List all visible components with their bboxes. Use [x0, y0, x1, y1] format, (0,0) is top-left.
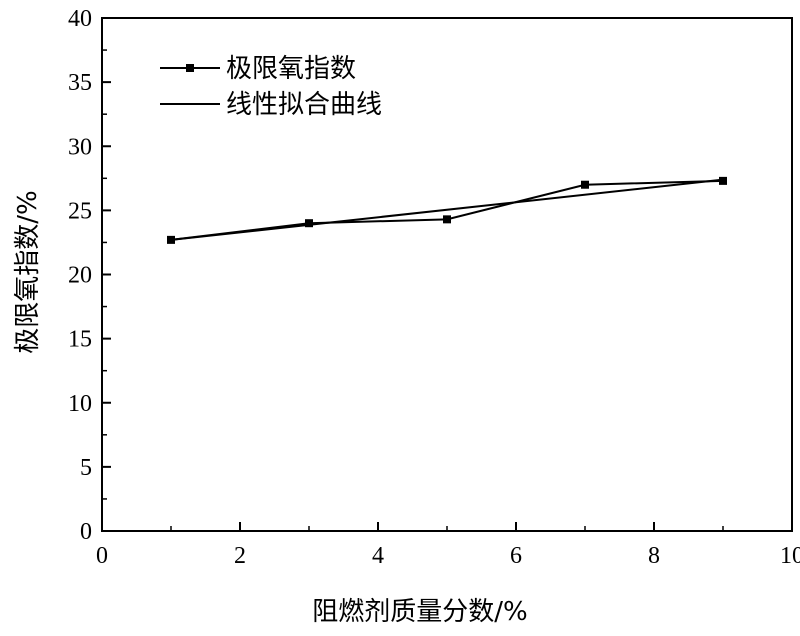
y-axis: 0 5 10 15 20 25 30 35 40: [68, 6, 111, 545]
series-layer: [167, 176, 727, 244]
x-tick-label-10: 10: [780, 543, 800, 569]
data-point-3: [443, 215, 451, 224]
y-tick-label-40: 40: [68, 6, 92, 32]
x-tick-label-4: 4: [372, 543, 384, 569]
x-tick-label-6: 6: [510, 543, 522, 569]
y-tick-label-25: 25: [68, 198, 92, 224]
y-tick-label-30: 30: [68, 134, 92, 160]
legend-label-1: 极限氧指数: [226, 54, 356, 84]
x-tick-label-8: 8: [648, 543, 660, 569]
fit-line: [170, 178, 724, 241]
x-axis-title: 阻燃剂质量分数/%: [312, 597, 527, 627]
x-tick-label-0: 0: [96, 543, 108, 569]
plot-frame: [101, 17, 793, 532]
data-point-4: [581, 180, 589, 189]
data-point-5: [719, 176, 727, 185]
plot-border: [101, 17, 793, 532]
y-tick-label-0: 0: [80, 519, 92, 545]
legend-marker: [186, 64, 194, 72]
y-tick-label-5: 5: [80, 455, 92, 481]
y-tick-label-20: 20: [68, 263, 92, 289]
y-tick-label-15: 15: [68, 327, 92, 353]
x-axis: 0 2 4 6 8 10: [96, 522, 800, 569]
y-tick-label-10: 10: [68, 391, 92, 417]
data-point-2: [305, 219, 313, 228]
legend-label-2: 线性拟合曲线: [226, 90, 382, 120]
x-tick-label-2: 2: [234, 543, 246, 569]
y-axis-title: 极限氧指数/%: [13, 190, 43, 353]
y-tick-label-35: 35: [68, 70, 92, 96]
